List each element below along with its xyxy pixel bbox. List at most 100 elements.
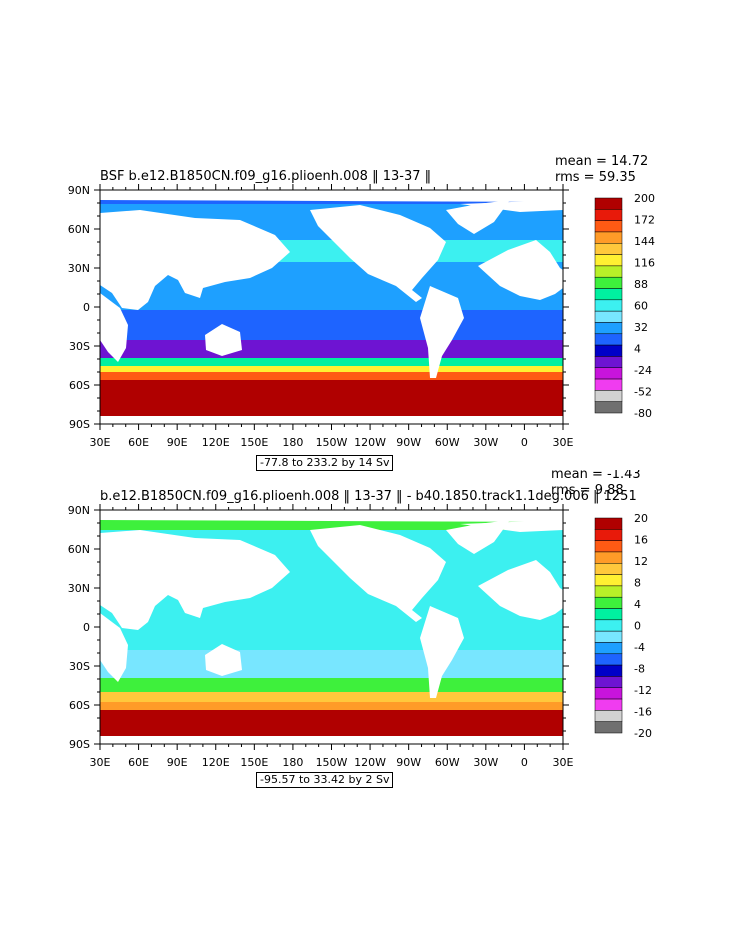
colorbar-swatch: [594, 585, 623, 598]
colorbar-swatch: [594, 551, 623, 564]
bottom-map-panel: b.e12.B1850CN.f09_g16.plioenh.008 ‖ 13-3…: [0, 467, 733, 790]
land-8: [100, 190, 563, 202]
colorbar-label: 172: [634, 214, 655, 227]
y-tick-label: 0: [83, 621, 90, 634]
field-band-9: [100, 380, 563, 416]
x-tick-label: 30E: [553, 436, 574, 449]
x-tick-label: 150W: [316, 756, 348, 769]
x-tick-label: 60W: [435, 436, 460, 449]
x-tick-label: 30E: [90, 436, 111, 449]
colorbar-label: -4: [634, 641, 645, 654]
x-tick-label: 150E: [240, 436, 268, 449]
y-tick-label: 60N: [68, 223, 90, 236]
colorbar-swatch: [594, 596, 623, 609]
field-band-5: [100, 702, 563, 710]
colorbar-swatch: [594, 254, 623, 267]
x-tick-label: 90E: [167, 756, 188, 769]
top-map-panel: BSF b.e12.B1850CN.f09_g16.plioenh.008 ‖ …: [0, 150, 733, 471]
field-band-5: [100, 340, 563, 358]
field-band-7: [100, 366, 563, 372]
mean-stat: mean = -1.43: [551, 470, 641, 482]
field-band-2: [100, 650, 563, 678]
x-tick-label: 0: [521, 756, 528, 769]
colorbar-swatch: [594, 390, 623, 402]
y-tick-label: 60S: [69, 379, 90, 392]
colorbar-swatch: [594, 698, 623, 711]
colorbar-label: 32: [634, 321, 648, 334]
colorbar-label: -24: [634, 364, 652, 377]
colorbar-swatch: [594, 540, 623, 553]
land-2: [205, 324, 242, 356]
colorbar-label: 20: [634, 512, 648, 525]
land-7: [460, 200, 563, 212]
colorbar-swatch: [594, 265, 623, 278]
colorbar-label: 12: [634, 555, 648, 568]
colorbar-label: 0: [634, 620, 641, 633]
colorbar-label: -80: [634, 407, 652, 420]
colorbar-swatch: [594, 664, 623, 677]
y-tick-label: 30N: [68, 262, 90, 275]
bottom-map-chart: b.e12.B1850CN.f09_g16.plioenh.008 ‖ 13-3…: [68, 467, 652, 769]
y-tick-label: 30N: [68, 582, 90, 595]
colorbar-swatch: [594, 243, 623, 255]
mean-stat: mean = 14.72: [555, 154, 648, 169]
field-band-3: [100, 678, 563, 692]
colorbar-swatch: [594, 209, 623, 221]
colorbar-swatch: [594, 401, 623, 414]
contour-range-label: -77.8 to 233.2 by 14 Sv: [256, 455, 394, 471]
land-7: [460, 520, 563, 532]
colorbar-swatch: [594, 231, 623, 244]
top-map-chart: BSF b.e12.B1850CN.f09_g16.plioenh.008 ‖ …: [68, 154, 655, 449]
colorbar-swatch: [594, 608, 623, 621]
chart-title: BSF b.e12.B1850CN.f09_g16.plioenh.008 ‖ …: [100, 169, 431, 184]
colorbar-swatch: [594, 687, 623, 700]
colorbar-swatch: [594, 333, 623, 346]
colorbar: 20 16 12 8 4 0 -4 -8 -12 -16 -20: [594, 512, 652, 740]
x-tick-label: 120W: [354, 436, 386, 449]
x-tick-label: 150W: [316, 436, 348, 449]
y-tick-label: 0: [83, 301, 90, 314]
land-mask: [100, 190, 563, 424]
colorbar-swatch: [594, 710, 623, 722]
land-6: [478, 560, 563, 620]
x-tick-label: 0: [521, 436, 528, 449]
chart-title: b.e12.B1850CN.f09_g16.plioenh.008 ‖ 13-3…: [100, 489, 637, 504]
x-tick-label: 120E: [202, 436, 230, 449]
x-tick-label: 90W: [396, 436, 421, 449]
land-6: [478, 240, 563, 300]
x-tick-label: 180: [282, 756, 303, 769]
colorbar-swatch: [594, 676, 623, 688]
colorbar-swatch: [594, 220, 623, 233]
land-2: [205, 644, 242, 676]
colorbar-swatch: [594, 563, 623, 575]
colorbar-swatch: [594, 378, 623, 391]
x-tick-label: 60W: [435, 756, 460, 769]
colorbar-label: -20: [634, 727, 652, 740]
land-1: [100, 613, 128, 682]
y-tick-label: 90S: [69, 418, 90, 431]
colorbar-swatch: [594, 356, 623, 368]
colorbar-label: 88: [634, 278, 648, 291]
x-tick-label: 90W: [396, 756, 421, 769]
land-8: [100, 510, 563, 522]
colorbar-swatch: [594, 299, 623, 312]
field-band-4: [100, 692, 563, 702]
land-1: [100, 293, 128, 362]
colorbar-swatch: [594, 642, 623, 655]
x-tick-label: 180: [282, 436, 303, 449]
colorbar-swatch: [594, 310, 623, 323]
y-tick-label: 90S: [69, 738, 90, 751]
rms-stat: rms = 59.35: [555, 170, 636, 185]
x-tick-label: 90E: [167, 436, 188, 449]
colorbar: 200 172 144 116 88 60 32 4 -24 -52 -80: [594, 192, 655, 420]
field-band-4: [100, 310, 563, 340]
colorbar-swatch: [594, 619, 623, 632]
land-9: [100, 736, 563, 744]
x-tick-label: 120E: [202, 756, 230, 769]
colorbar-label: 16: [634, 534, 648, 547]
colorbar-swatch: [594, 344, 623, 357]
x-tick-label: 150E: [240, 756, 268, 769]
colorbar-swatch: [594, 197, 623, 210]
colorbar-label: -16: [634, 706, 652, 719]
colorbar-label: -52: [634, 386, 652, 399]
